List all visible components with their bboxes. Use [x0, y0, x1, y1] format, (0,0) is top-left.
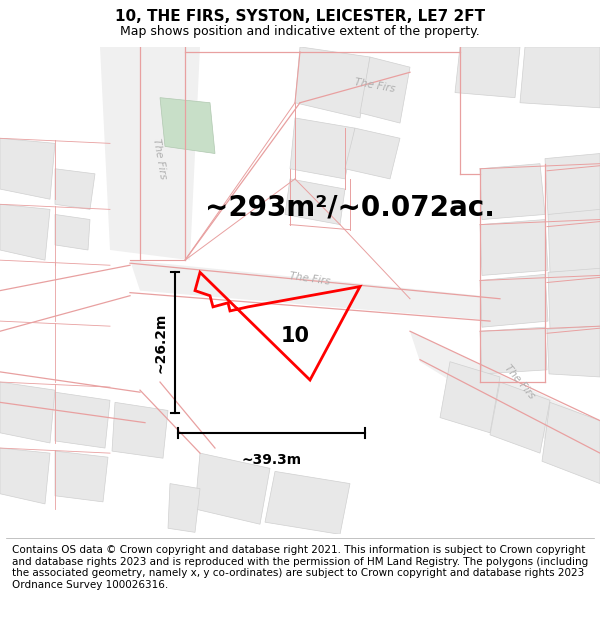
Polygon shape [55, 169, 95, 209]
Text: 10, THE FIRS, SYSTON, LEICESTER, LE7 2FT: 10, THE FIRS, SYSTON, LEICESTER, LE7 2FT [115, 9, 485, 24]
Polygon shape [285, 179, 345, 224]
Polygon shape [290, 118, 355, 179]
Polygon shape [160, 98, 215, 154]
Polygon shape [130, 260, 500, 321]
Polygon shape [490, 382, 550, 453]
Text: ~26.2m: ~26.2m [153, 312, 167, 372]
Text: ~293m²/~0.072ac.: ~293m²/~0.072ac. [205, 193, 495, 221]
Polygon shape [548, 268, 600, 329]
Polygon shape [100, 47, 200, 260]
Text: Contains OS data © Crown copyright and database right 2021. This information is : Contains OS data © Crown copyright and d… [12, 545, 588, 590]
Polygon shape [55, 214, 90, 250]
Polygon shape [547, 326, 600, 377]
Polygon shape [480, 219, 548, 276]
Text: The Firs: The Firs [289, 271, 331, 286]
Polygon shape [542, 402, 600, 484]
Text: ~39.3m: ~39.3m [241, 453, 302, 467]
Polygon shape [265, 471, 350, 534]
Polygon shape [480, 328, 547, 374]
Polygon shape [360, 57, 410, 123]
Polygon shape [55, 392, 110, 448]
Polygon shape [410, 331, 600, 474]
Polygon shape [55, 451, 108, 502]
Polygon shape [168, 484, 200, 532]
Polygon shape [0, 138, 55, 199]
Text: The Firs: The Firs [354, 77, 396, 94]
Polygon shape [545, 154, 600, 214]
Polygon shape [480, 164, 545, 219]
Polygon shape [195, 453, 270, 524]
Polygon shape [0, 382, 55, 443]
Text: 10: 10 [281, 326, 310, 346]
Text: The Firs: The Firs [152, 138, 169, 180]
Polygon shape [112, 402, 168, 458]
Polygon shape [548, 209, 600, 272]
Polygon shape [520, 47, 600, 108]
Polygon shape [345, 128, 400, 179]
Polygon shape [480, 274, 548, 328]
Polygon shape [0, 204, 50, 260]
Text: Map shows position and indicative extent of the property.: Map shows position and indicative extent… [120, 26, 480, 39]
Polygon shape [455, 47, 520, 98]
Polygon shape [440, 362, 500, 432]
Polygon shape [295, 47, 370, 118]
Text: The Firs: The Firs [503, 363, 537, 401]
Polygon shape [0, 448, 50, 504]
